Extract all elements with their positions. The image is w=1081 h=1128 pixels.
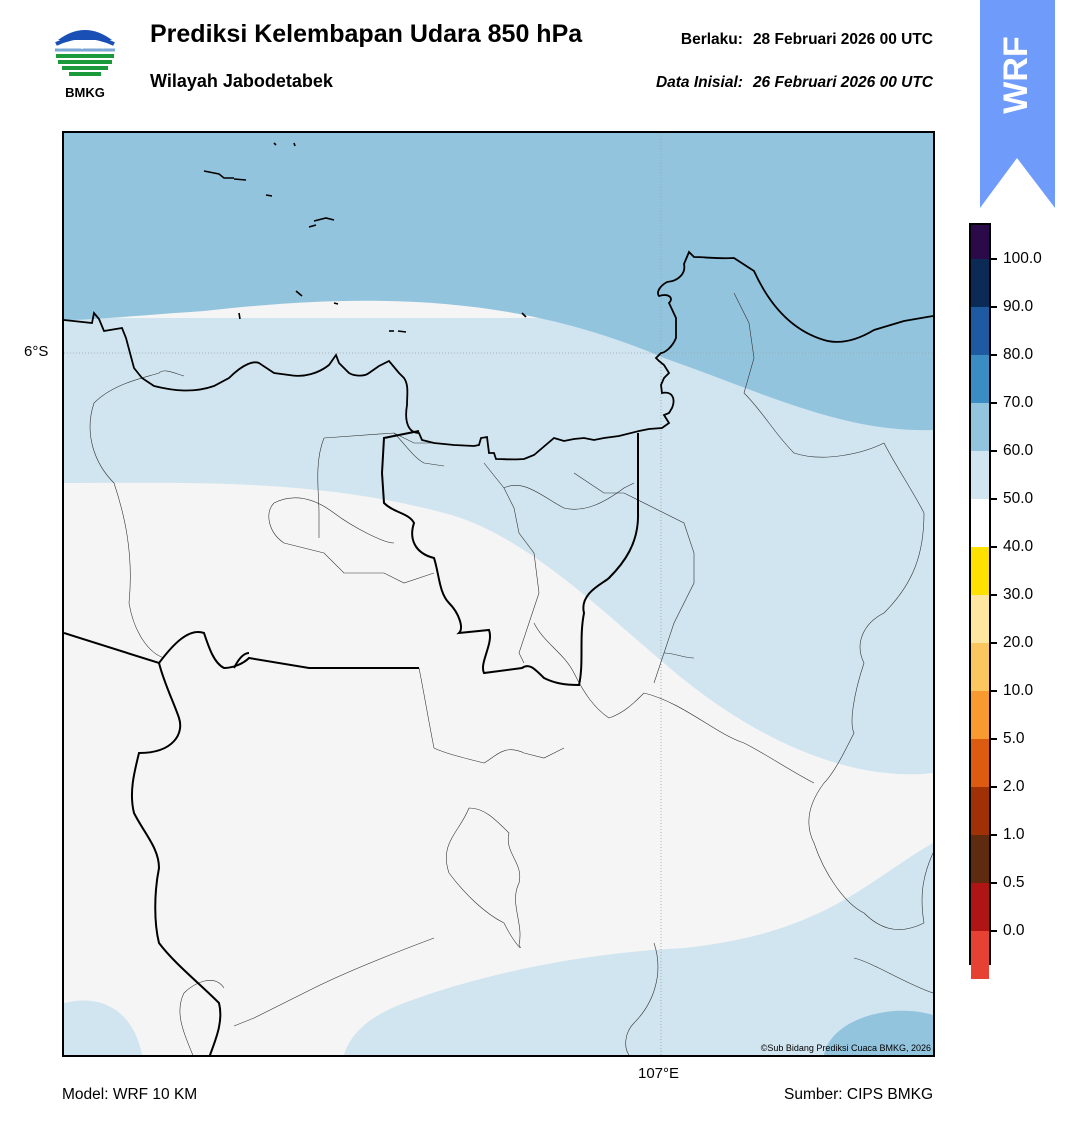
bmkg-logo-icon bbox=[52, 20, 118, 102]
colorbar-tick bbox=[991, 642, 997, 644]
colorbar-tick bbox=[991, 498, 997, 500]
valid-time: Berlaku: 28 Februari 2026 00 UTC bbox=[681, 31, 933, 49]
map-svg bbox=[64, 133, 933, 1055]
svg-text:WRF: WRF bbox=[997, 36, 1035, 113]
colorbar-segment bbox=[971, 547, 989, 595]
colorbar: 100.0 90.0 80.0 70.0 60.0 50.0 40.0 30.0 20.0 10.… bbox=[969, 223, 1042, 979]
colorbar-segment bbox=[971, 225, 989, 259]
colorbar-tick bbox=[991, 690, 997, 692]
colorbar-label: 80.0 bbox=[1003, 346, 1034, 363]
colorbar-label: 1.0 bbox=[1003, 826, 1025, 843]
wrf-badge bbox=[980, 0, 1055, 208]
source-label: Sumber: CIPS BMKG bbox=[783, 1086, 933, 1103]
init-value: 26 Februari 2026 00 UTC bbox=[752, 74, 933, 91]
colorbar-segment bbox=[971, 403, 989, 451]
colorbar-tick bbox=[991, 546, 997, 548]
colorbar-segment bbox=[971, 883, 989, 931]
colorbar-label: 60.0 bbox=[1003, 442, 1034, 459]
colorbar-tick bbox=[991, 930, 997, 932]
colorbar-tick bbox=[991, 786, 997, 788]
map-title: Prediksi Kelembapan Udara 850 hPa bbox=[150, 20, 583, 48]
colorbar-tick bbox=[991, 882, 997, 884]
valid-label: Berlaku: bbox=[680, 31, 743, 48]
colorbar-tick bbox=[991, 594, 997, 596]
colorbar-segment bbox=[971, 691, 989, 739]
colorbar-label: 10.0 bbox=[1003, 682, 1034, 699]
colorbar-segment bbox=[971, 595, 989, 643]
colorbar-label: 0.0 bbox=[1003, 922, 1025, 939]
colorbar-label: 40.0 bbox=[1003, 538, 1034, 555]
colorbar-label: 90.0 bbox=[1003, 298, 1034, 315]
valid-value: 28 Februari 2026 00 UTC bbox=[752, 31, 933, 48]
colorbar-segment bbox=[971, 787, 989, 835]
wrf-badge-text: WRF bbox=[997, 36, 1035, 113]
colorbar-segment bbox=[971, 259, 989, 307]
init-label: Data Inisial: bbox=[655, 74, 743, 91]
colorbar-label: 2.0 bbox=[1003, 778, 1025, 795]
map-credit: ©Sub Bidang Prediksi Cuaca BMKG, 2026 bbox=[760, 1043, 931, 1053]
region-subtitle: Wilayah Jabodetabek bbox=[150, 71, 333, 91]
colorbar-tick bbox=[991, 738, 997, 740]
colorbar-label: 20.0 bbox=[1003, 634, 1034, 651]
colorbar-segment bbox=[971, 451, 989, 499]
model-label: Model: WRF 10 KM bbox=[62, 1086, 198, 1103]
colorbar-label: 50.0 bbox=[1003, 490, 1034, 507]
colorbar-label: 0.5 bbox=[1003, 874, 1025, 891]
colorbar-label: 5.0 bbox=[1003, 730, 1025, 747]
colorbar-label: 30.0 bbox=[1003, 586, 1034, 603]
colorbar-segment bbox=[971, 499, 989, 547]
colorbar-tick bbox=[991, 258, 997, 260]
latitude-label: 6°S bbox=[24, 343, 49, 360]
init-time: Data Inisial: 26 Februari 2026 00 UTC bbox=[656, 74, 933, 92]
colorbar-segment bbox=[971, 931, 989, 979]
colorbar-label: 70.0 bbox=[1003, 394, 1034, 411]
colorbar-tick bbox=[991, 402, 997, 404]
longitude-label: 107°E bbox=[638, 1065, 680, 1082]
colorbar-segment bbox=[971, 739, 989, 787]
colorbar-label: 100.0 bbox=[1003, 250, 1042, 267]
colorbar-tick bbox=[991, 354, 997, 356]
humidity-map bbox=[62, 131, 935, 1057]
colorbar-tick bbox=[991, 450, 997, 452]
colorbar-segment bbox=[971, 355, 989, 403]
colorbar-segment bbox=[971, 643, 989, 691]
colorbar-segment bbox=[971, 307, 989, 355]
colorbar-tick bbox=[991, 306, 997, 308]
colorbar-tick bbox=[991, 834, 997, 836]
colorbar-segment bbox=[971, 835, 989, 883]
logo-text: BMKG bbox=[65, 85, 105, 100]
